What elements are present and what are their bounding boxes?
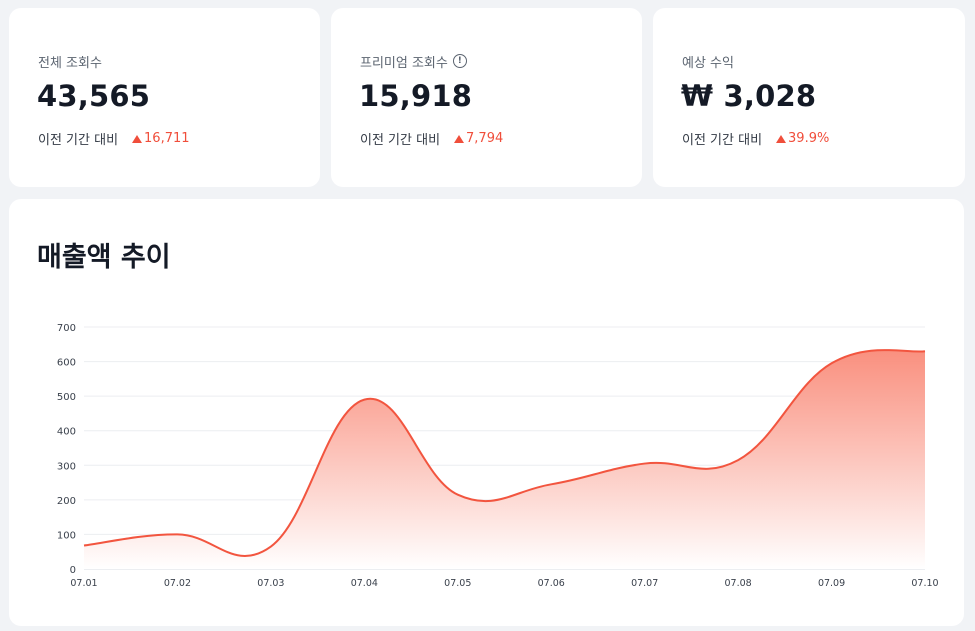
delta-badge: 16,711 <box>132 131 190 146</box>
x-tick-label: 07.05 <box>444 578 471 589</box>
x-tick-label: 07.10 <box>911 578 938 589</box>
x-tick-label: 07.02 <box>164 578 191 589</box>
stat-compare: 이전 기간 대비 39.9% <box>682 129 937 148</box>
x-tick-label: 07.06 <box>538 578 565 589</box>
data-point <box>549 482 553 486</box>
delta-value: 16,711 <box>144 131 190 146</box>
chart-title: 매출액 추이 <box>37 242 171 273</box>
triangle-up-icon <box>776 134 787 143</box>
data-point <box>175 532 179 536</box>
stat-card-expected-revenue: 예상 수익 ₩ 3,028 이전 기간 대비 39.9% <box>653 8 965 187</box>
revenue-chart-card: 매출액 추이 0 100 200 300 400 500 600 700 07.01 07.02 0… <box>9 199 964 626</box>
stat-card-total-views: 전체 조회수 43,565 이전 기간 대비 16,711 <box>9 8 320 187</box>
compare-label: 이전 기간 대비 <box>38 133 119 148</box>
triangle-up-icon <box>454 134 465 143</box>
y-tick-label: 100 <box>57 530 76 541</box>
data-point <box>82 543 86 547</box>
stat-title: 전체 조회수 <box>38 55 102 71</box>
x-tick-label: 07.08 <box>725 578 752 589</box>
data-point <box>923 349 927 353</box>
area-fill <box>84 349 925 569</box>
data-point <box>362 398 366 402</box>
stat-card-premium-views: 프리미엄 조회수 ! 15,918 이전 기간 대비 7,794 <box>331 8 642 187</box>
y-tick-label: 500 <box>57 392 76 403</box>
y-tick-label: 0 <box>70 565 76 576</box>
x-tick-label: 07.09 <box>818 578 845 589</box>
y-tick-label: 200 <box>57 496 76 507</box>
y-tick-label: 300 <box>57 461 76 472</box>
data-point <box>643 462 647 466</box>
delta-value: 39.9% <box>788 131 830 146</box>
x-tick-label: 07.01 <box>70 578 97 589</box>
data-point <box>456 493 460 497</box>
info-icon[interactable]: ! <box>452 54 467 68</box>
stat-title: 예상 수익 <box>682 55 734 71</box>
x-tick-label: 07.07 <box>631 578 658 589</box>
x-tick-label: 07.04 <box>351 578 378 589</box>
triangle-up-icon <box>132 134 143 143</box>
series-line <box>83 349 926 558</box>
y-tick-label: 400 <box>57 427 76 438</box>
delta-badge: 7,794 <box>454 131 503 146</box>
revenue-area-chart: 0 100 200 300 400 500 600 700 07.01 07.02 07.03 07.… <box>57 323 939 589</box>
y-tick-label: 600 <box>57 358 76 369</box>
compare-label: 이전 기간 대비 <box>682 133 763 148</box>
data-point <box>830 361 834 365</box>
data-point <box>269 545 273 549</box>
y-tick-label: 700 <box>57 323 76 334</box>
data-point <box>736 458 740 462</box>
stat-value: 43,565 <box>37 79 151 113</box>
delta-value: 7,794 <box>466 131 504 146</box>
stat-compare: 이전 기간 대비 16,711 <box>38 129 292 148</box>
stat-value: 15,918 <box>359 79 473 113</box>
stat-value: ₩ 3,028 <box>681 79 817 113</box>
compare-label: 이전 기간 대비 <box>360 133 441 148</box>
stat-compare: 이전 기간 대비 7,794 <box>360 129 614 148</box>
delta-badge: 39.9% <box>776 131 829 146</box>
x-tick-label: 07.03 <box>257 578 284 589</box>
stat-title: 프리미엄 조회수 ! <box>360 52 614 71</box>
